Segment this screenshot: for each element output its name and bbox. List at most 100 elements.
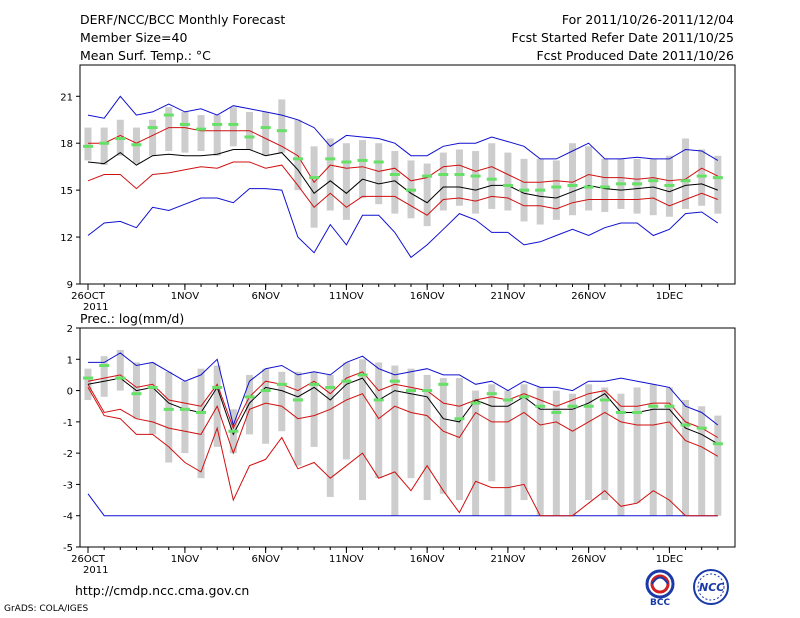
prec-box (698, 406, 706, 516)
temp-box (197, 115, 205, 152)
prec-box (601, 387, 609, 501)
temp-box (488, 143, 496, 209)
prec-x-tick-label: 26NOV (571, 554, 606, 565)
prec-max-line (88, 352, 719, 427)
precipitation-panel: -5 -4 -3 -2 -1 0 1 2 26OCT 1NOV 6NOV 11NOV 16NOV 21NO… (63, 324, 736, 576)
prec-x-tick-label: 1NOV (171, 554, 200, 565)
temp-box (585, 146, 593, 211)
prec-box (665, 387, 673, 516)
prec-box (326, 374, 334, 497)
temp-x-tick-label: 1NOV (171, 291, 200, 302)
temp-x-tick-label: 6NOV (251, 291, 280, 302)
prec-box (246, 374, 253, 435)
temp-box (229, 107, 237, 147)
started-date: Fcst Started Refer Date 2011/10/25 (511, 30, 735, 45)
prec-upper-quartile-line (87, 371, 719, 438)
temp-box (633, 158, 641, 214)
temp-box (165, 107, 173, 152)
temp-box (342, 143, 350, 220)
prec-box (455, 378, 463, 501)
temp-x-tick-label: 16NOV (410, 291, 445, 302)
prec-box (310, 371, 318, 447)
temp-box (552, 160, 560, 220)
forecast-period: For 2011/10/26-2011/12/04 (561, 12, 734, 27)
prec-box (633, 387, 641, 504)
prec-box (181, 381, 189, 454)
temp-box (455, 149, 463, 206)
temp-min-line (87, 188, 719, 259)
prec-box (342, 362, 350, 460)
bcc-logo-icon: BCC (645, 569, 675, 607)
prec-box (682, 399, 690, 516)
temp-box (682, 138, 690, 209)
temp-box (375, 143, 383, 205)
prec-y-tick-label: -3 (63, 480, 73, 491)
prec-x-tick-label: 26OCT (71, 554, 106, 565)
temp-max-line (87, 95, 719, 161)
prec-box (488, 384, 496, 482)
temp-box (439, 152, 447, 211)
prec-y-tick-label: 1 (67, 355, 73, 366)
chart-title: DERF/NCC/BCC Monthly Forecast (80, 12, 286, 27)
prec-box (407, 368, 415, 479)
temp-y-tick-label: 18 (60, 139, 73, 150)
temp-box (359, 140, 367, 198)
temp-box (149, 119, 157, 156)
temp-plot-frame (79, 64, 736, 285)
variable-label: Mean Surf. Temp.: °C (80, 48, 211, 63)
temp-box (569, 143, 576, 216)
prec-box (472, 390, 480, 516)
temp-x-tick-label: 1DEC (656, 291, 683, 302)
prec-box (165, 371, 173, 463)
prec-box (552, 390, 560, 516)
prec-box (391, 365, 399, 516)
grads-credit: GrADS: COLA/IGES (4, 604, 89, 614)
prec-y-tick-label: -5 (63, 543, 73, 554)
temp-box (391, 151, 399, 214)
temp-y-tick-label: 9 (67, 280, 73, 291)
temp-x-tick-label: 11NOV (329, 291, 364, 302)
prec-y-tick-label: -4 (63, 512, 73, 523)
temp-lower-quartile-line (87, 161, 718, 216)
temp-box (601, 158, 609, 213)
temp-y-tick-label: 12 (60, 233, 73, 244)
prec-box (569, 393, 576, 516)
prec-lower-quartile-line (87, 384, 719, 457)
prec-x-tick-label: 6NOV (251, 554, 280, 565)
prec-box (585, 384, 593, 501)
prec-x-tick-label: 16NOV (410, 554, 445, 565)
prec-box (423, 374, 431, 501)
prec-x-tick-label: 1DEC (656, 554, 683, 565)
prec-plot-frame (79, 327, 736, 548)
prec-box (100, 356, 108, 397)
temp-y-tick-label: 21 (60, 92, 73, 103)
source-url[interactable]: http://cmdp.ncc.cma.gov.cn (75, 583, 250, 598)
prec-box (536, 387, 544, 516)
temp-box (310, 146, 318, 228)
temp-box (262, 111, 270, 156)
temp-y-tick-label: 15 (60, 186, 73, 197)
temp-box (326, 138, 334, 211)
prec-box (439, 378, 447, 494)
prec-x-tick-label: 11NOV (329, 554, 364, 565)
temp-box (714, 155, 722, 214)
temp-box (278, 99, 286, 153)
prec-x-tick-label: 21NOV (491, 554, 526, 565)
bcc-logo-text: BCC (650, 598, 670, 607)
prec-box (149, 362, 157, 435)
prec-box (375, 362, 383, 479)
temp-box (698, 149, 706, 206)
prec-box (359, 359, 367, 501)
prec-box (278, 371, 286, 432)
ncc-logo-text: NCC (699, 581, 724, 594)
prec-min-line (87, 493, 718, 517)
member-size: Member Size=40 (80, 30, 188, 45)
prec-box (714, 415, 722, 516)
ncc-logo-icon: NCC (693, 569, 729, 605)
prec-box (520, 384, 528, 501)
prec-y-tick-label: -1 (63, 418, 73, 429)
prec-box (116, 349, 124, 391)
temp-x-tick-label: 21NOV (491, 291, 526, 302)
prec-year-label: 2011 (83, 565, 108, 576)
